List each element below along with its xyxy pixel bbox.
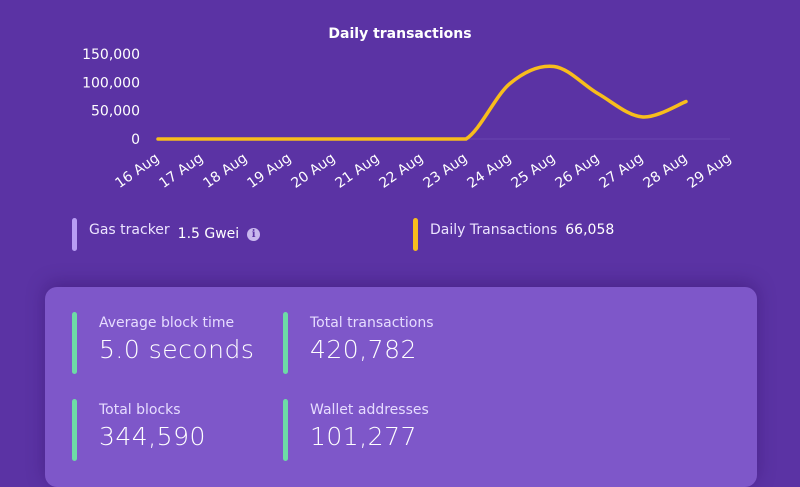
x-tick-label: 27 Aug xyxy=(596,150,646,192)
stat-value: 420,782 xyxy=(310,335,417,364)
stat-value: 101,277 xyxy=(310,422,417,451)
y-tick-label: 50,000 xyxy=(91,104,140,120)
stat-label: Average block time xyxy=(99,315,235,331)
stat-average-block-time: Average block time 5.0 seconds xyxy=(72,312,254,374)
stat-value: 5.0 seconds xyxy=(99,335,255,364)
gas-tracker-marker xyxy=(72,218,77,251)
x-tick-label: 16 Aug xyxy=(112,150,162,192)
x-tick-label: 25 Aug xyxy=(508,150,558,192)
stat-total-blocks: Total blocks 344,590 xyxy=(72,399,206,461)
daily-transactions-value: 66,058 xyxy=(565,222,615,238)
x-tick-label: 20 Aug xyxy=(288,150,338,192)
chart-title: Daily transactions xyxy=(328,26,471,42)
stat-total-transactions: Total transactions 420,782 xyxy=(283,312,434,374)
stat-label: Wallet addresses xyxy=(310,402,429,418)
daily-transactions-label: Daily Transactions xyxy=(430,222,558,238)
y-tick-label: 100,000 xyxy=(82,75,140,91)
x-tick-label: 28 Aug xyxy=(640,150,690,192)
stat-marker xyxy=(72,399,77,461)
y-tick-label: 0 xyxy=(131,132,140,148)
stat-marker xyxy=(72,312,77,374)
gas-tracker-label: Gas tracker xyxy=(89,222,170,238)
x-tick-label: 26 Aug xyxy=(552,150,602,192)
x-tick-label: 29 Aug xyxy=(684,150,734,192)
stat-label: Total blocks xyxy=(99,402,181,418)
gas-tracker: Gas tracker 1.5 Gwei i xyxy=(72,218,261,251)
x-tick-label: 19 Aug xyxy=(244,150,294,192)
info-icon[interactable]: i xyxy=(247,228,261,241)
stat-marker xyxy=(283,399,288,461)
x-tick-label: 21 Aug xyxy=(332,150,382,192)
stat-wallet-addresses: Wallet addresses 101,277 xyxy=(283,399,429,461)
stats-card: Average block time 5.0 seconds Total tran… xyxy=(45,287,757,487)
x-tick-label: 23 Aug xyxy=(420,150,470,192)
stat-value: 344,590 xyxy=(99,422,206,451)
stat-marker xyxy=(283,312,288,374)
daily-transactions-chart: Daily transactions 0 50,000 100,000 150,000… xyxy=(82,26,734,192)
stat-label: Total transactions xyxy=(310,315,434,331)
x-tick-label: 18 Aug xyxy=(200,150,250,192)
series-line-daily-transactions xyxy=(156,64,688,141)
daily-transactions-legend: Daily Transactions 66,058 xyxy=(413,218,614,251)
x-tick-label: 17 Aug xyxy=(156,150,206,192)
daily-transactions-marker xyxy=(413,218,418,251)
x-tick-label: 22 Aug xyxy=(376,150,426,192)
y-tick-label: 150,000 xyxy=(82,47,140,63)
x-tick-label: 24 Aug xyxy=(464,150,514,192)
gas-tracker-value: 1.5 Gwei xyxy=(177,226,240,242)
